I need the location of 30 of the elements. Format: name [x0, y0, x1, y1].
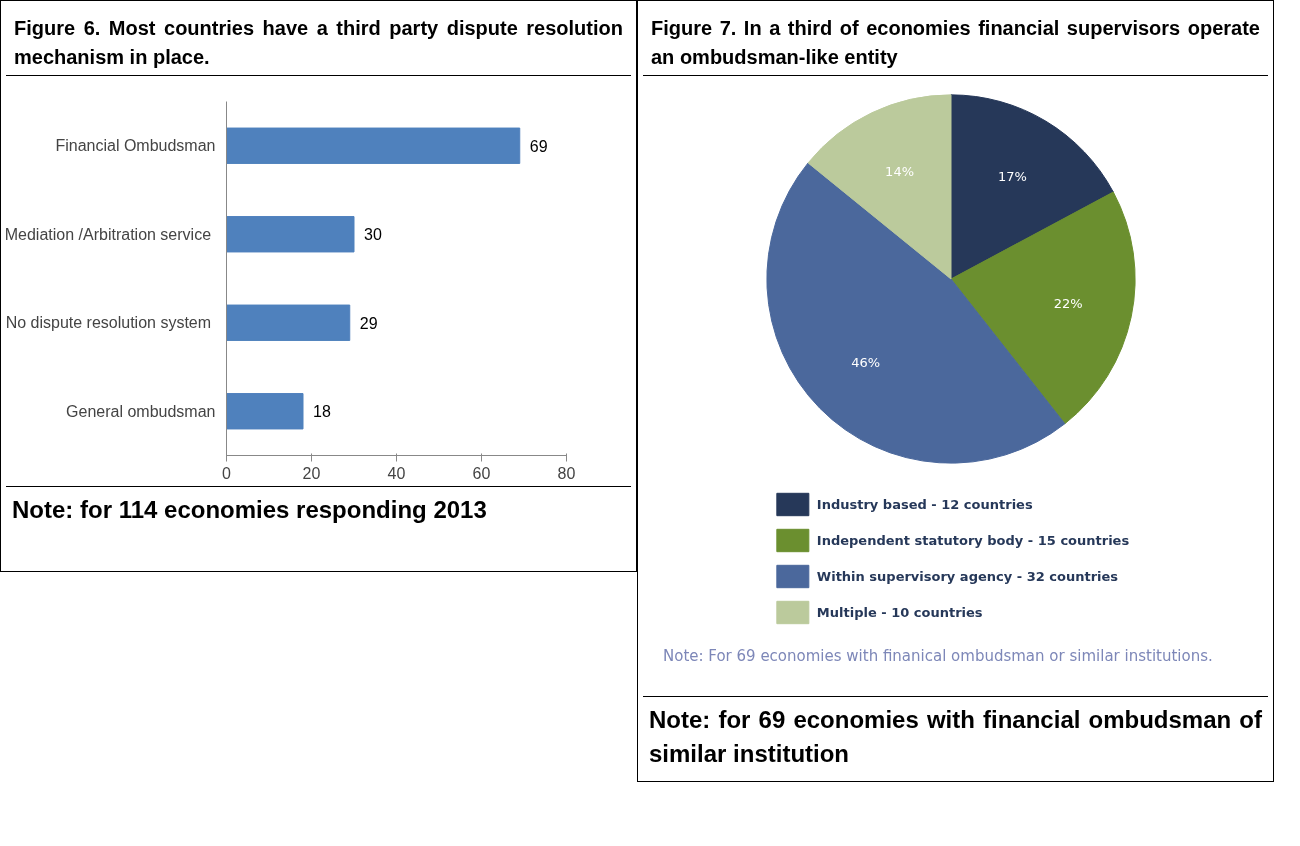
x-tick-label: 40 [387, 464, 406, 482]
chart-title: Figure 6. Most countries have a third party dispute resolution mechanism in place. [14, 16, 623, 70]
x-tick-label: 0 [222, 464, 232, 482]
data-label: 14% [885, 163, 915, 179]
data-label: 18 [313, 403, 331, 421]
legend-label: Independent statutory body - 15 countries [816, 532, 1130, 548]
bar [226, 127, 521, 164]
y-tick-label: Mediation /Arbitration service [4, 225, 212, 243]
data-label: 30 [364, 226, 382, 244]
y-tick-label: General ombudsman [66, 402, 216, 420]
bar [226, 393, 304, 430]
data-label: 29 [359, 314, 378, 332]
data-label: 69 [529, 137, 548, 155]
data-label: 46% [851, 355, 881, 371]
bar [226, 216, 355, 253]
y-tick-label: Financial Ombudsman [55, 137, 216, 155]
text: Note: for 69 economies with financial ombudsman of similar institution [649, 705, 1262, 770]
bar [226, 304, 351, 341]
data-label: 22% [1053, 295, 1083, 311]
y-tick-label: No dispute resolution system [5, 314, 212, 332]
text: Note: For 69 economies with finanical ombudsman or similar institutions. [663, 646, 1213, 667]
chart-title: Figure 7. In a third of economies financial supervisors operate an ombudsman-like entity [651, 16, 1260, 70]
data-label: 17% [998, 169, 1027, 185]
x-tick-label: 60 [472, 464, 491, 482]
text: Note: for 114 economies responding 2013 [12, 495, 487, 525]
legend-label: Multiple - 10 countries [816, 604, 983, 620]
legend-label: Within supervisory agency - 32 countries [816, 568, 1119, 584]
x-tick-label: 20 [302, 464, 321, 482]
legend-label: Industry based - 12 countries [816, 496, 1033, 512]
x-tick-label: 80 [557, 464, 576, 482]
